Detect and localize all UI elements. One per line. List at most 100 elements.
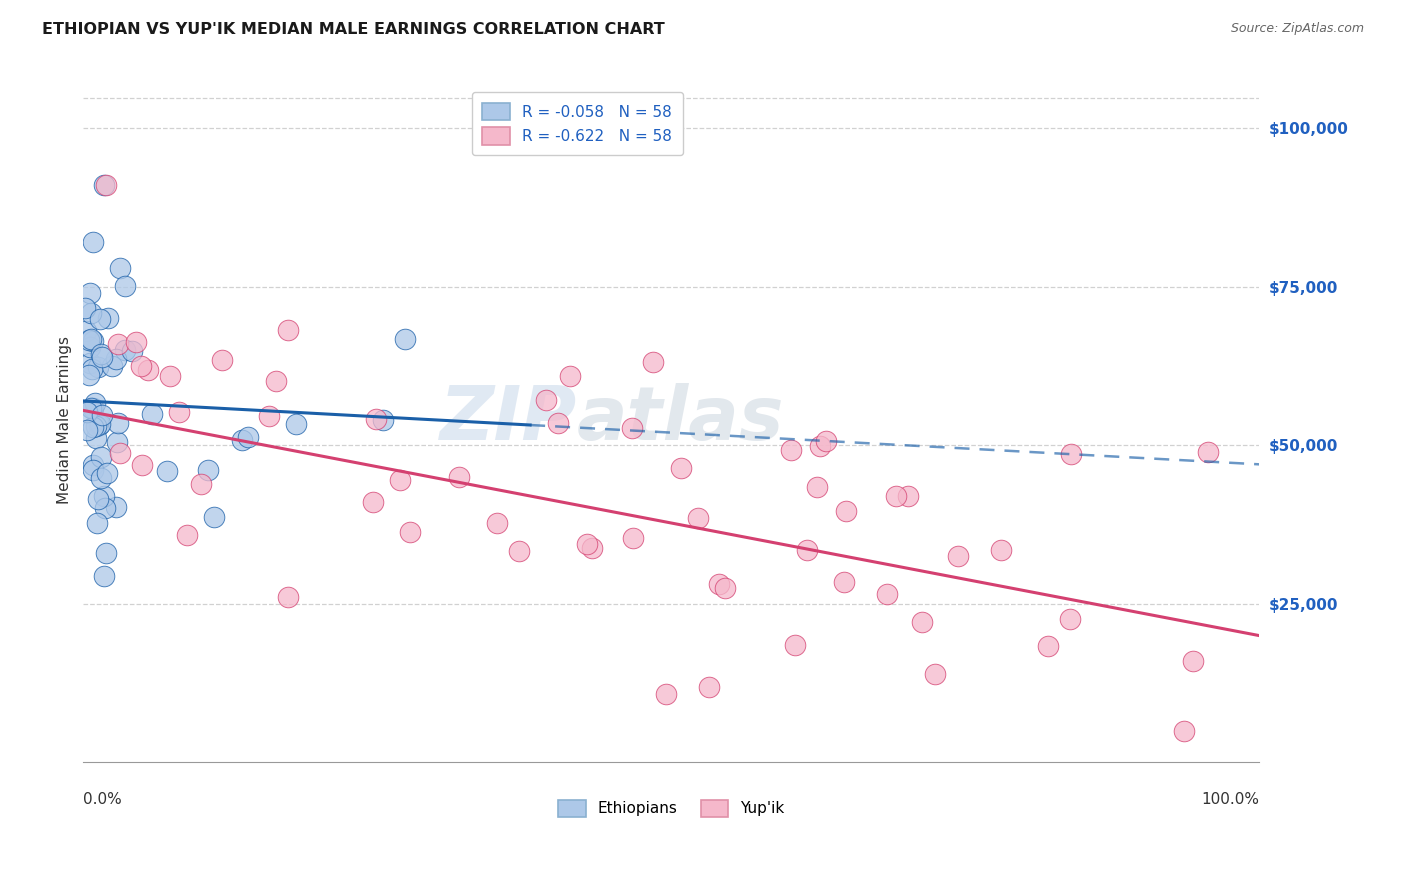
Point [90,350,112,364]
Point [697,680,720,694]
Point [141,407,163,421]
Point [77,368,100,382]
Point [713,582,735,596]
Point [190,476,212,491]
Point [121,344,143,359]
Point [82,458,104,472]
Point [508,544,530,558]
Point [105,500,128,514]
Point [80,333,103,347]
Point [361,495,384,509]
Point [94,501,117,516]
Point [264,374,287,388]
Point [86,419,108,434]
Point [211,353,233,368]
Point [835,504,858,518]
Point [76,405,98,419]
Point [785,639,807,653]
Point [93,569,115,583]
Point [96,467,118,481]
Point [87,360,110,375]
Point [277,323,299,337]
Point [87,491,110,506]
Point [990,542,1012,557]
Point [257,409,280,423]
Point [79,340,101,354]
Point [876,587,898,601]
Point [86,516,108,530]
Point [108,260,131,275]
Point [176,528,198,542]
Point [796,542,818,557]
Point [284,417,307,432]
Point [621,420,644,434]
Point [924,667,946,681]
Point [82,463,104,477]
Point [114,343,136,358]
Point [238,430,260,444]
Text: atlas: atlas [578,384,785,457]
Point [90,450,112,464]
Point [84,431,107,445]
Point [1197,444,1219,458]
Point [669,461,692,475]
Point [82,420,104,434]
Point [156,464,179,478]
Point [97,311,120,326]
Point [105,351,128,366]
Point [202,509,225,524]
Point [114,279,136,293]
Point [79,286,101,301]
Point [75,324,97,338]
Point [80,361,103,376]
Point [105,434,128,449]
Point [129,359,152,374]
Point [90,347,112,361]
Point [808,439,831,453]
Point [834,574,856,589]
Point [93,178,115,193]
Point [373,413,395,427]
Point [138,362,160,376]
Point [581,541,603,555]
Point [94,546,117,560]
Point [197,463,219,477]
Point [655,687,678,701]
Point [90,471,112,485]
Point [388,473,411,487]
Point [884,489,907,503]
Text: ETHIOPIAN VS YUP'IK MEDIAN MALE EARNINGS CORRELATION CHART: ETHIOPIAN VS YUP'IK MEDIAN MALE EARNINGS… [42,22,665,37]
Point [534,392,557,407]
Point [89,311,111,326]
Point [231,433,253,447]
Y-axis label: Median Male Earnings: Median Male Earnings [58,336,72,504]
Legend: Ethiopians, Yup'ik: Ethiopians, Yup'ik [553,793,790,823]
Point [1059,612,1081,626]
Point [79,356,101,370]
Point [107,337,129,351]
Point [77,333,100,347]
Text: 0.0%: 0.0% [83,791,122,806]
Point [1181,654,1204,668]
Point [394,332,416,346]
Point [107,416,129,430]
Text: Source: ZipAtlas.com: Source: ZipAtlas.com [1230,22,1364,36]
Point [125,335,148,350]
Point [84,395,107,409]
Point [1173,723,1195,738]
Text: ZIP: ZIP [440,384,578,457]
Point [779,443,801,458]
Point [806,480,828,494]
Point [94,178,117,193]
Point [82,235,104,250]
Point [82,401,104,416]
Point [87,417,110,432]
Point [1036,640,1059,654]
Point [621,531,644,545]
Point [641,355,664,369]
Point [486,516,509,531]
Point [82,334,104,349]
Point [560,368,582,383]
Point [688,510,710,524]
Point [89,417,111,432]
